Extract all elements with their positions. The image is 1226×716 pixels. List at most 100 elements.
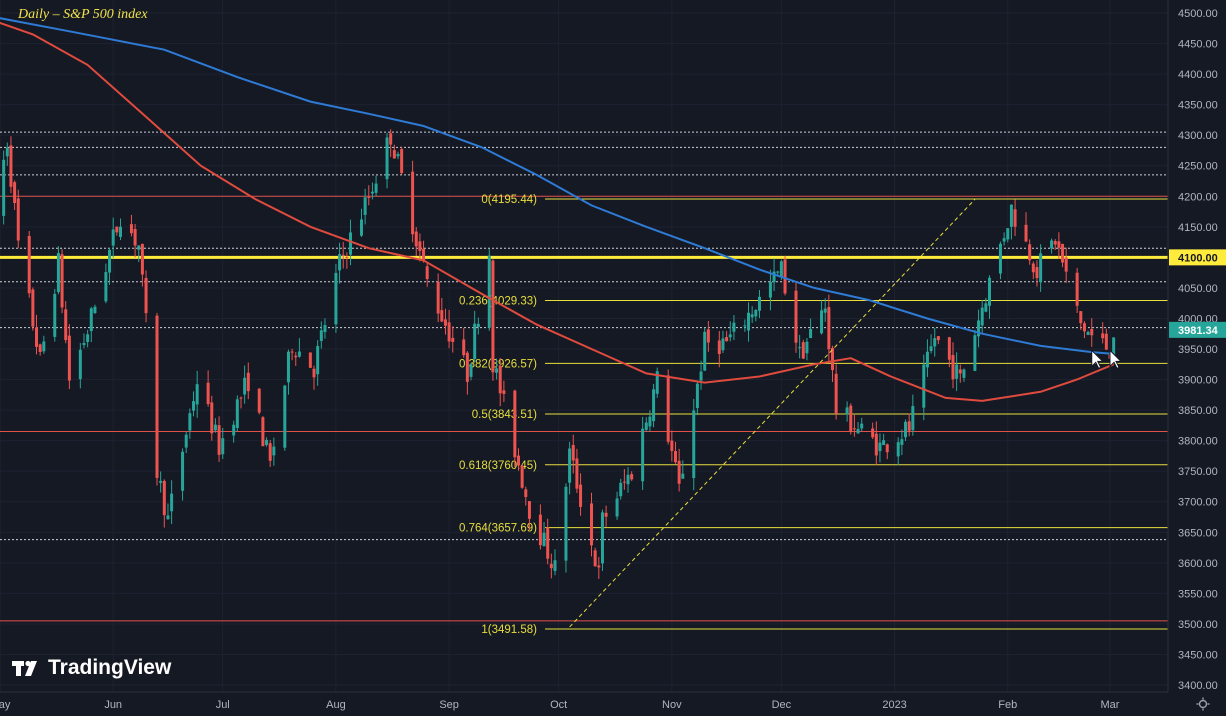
candle-body	[16, 198, 20, 241]
candle-body	[1024, 224, 1028, 242]
candle-body	[794, 290, 798, 343]
candle-body	[553, 560, 557, 571]
candle-body	[984, 303, 988, 312]
candle-body	[520, 465, 524, 488]
candle-body	[951, 355, 955, 380]
candle-body	[414, 231, 418, 247]
x-tick-label: Oct	[550, 699, 567, 711]
candle-body	[527, 501, 531, 519]
candle-body	[235, 399, 239, 428]
candle-body	[188, 413, 192, 431]
last-price-badge: 3981.34	[1178, 325, 1219, 337]
settings-gear-icon[interactable]	[1196, 697, 1210, 711]
candle-body	[195, 384, 199, 405]
candle-body	[801, 342, 805, 359]
candle-body	[597, 565, 601, 568]
candle-body	[732, 322, 736, 332]
x-tick-label: Aug	[326, 699, 346, 711]
fib-level-label: 1(3491.58)	[481, 624, 537, 636]
candle-body	[162, 480, 166, 516]
candle-body	[549, 563, 553, 569]
y-tick-label: 4350.00	[1178, 100, 1218, 112]
candle-body	[670, 440, 674, 451]
candle-body	[721, 338, 725, 351]
candle-body	[820, 310, 824, 334]
candle-body	[907, 421, 911, 431]
candle-body	[53, 293, 57, 337]
candle-body	[747, 312, 751, 331]
candle-body	[1039, 253, 1043, 283]
candle-body	[681, 473, 685, 479]
candle-body	[1028, 244, 1032, 261]
candle-body	[593, 550, 597, 567]
candle-body	[542, 532, 546, 547]
candle-body	[396, 153, 400, 157]
candle-body	[648, 416, 652, 427]
candle-body	[447, 322, 451, 342]
candle-body	[644, 422, 648, 430]
candle-body	[192, 401, 196, 411]
candle-body	[619, 482, 623, 497]
fib-level-label: 0.382(3926.57)	[459, 358, 537, 370]
candle-body	[772, 271, 776, 283]
last-price-badge-bg	[1169, 321, 1226, 338]
candle-body	[699, 371, 703, 381]
y-tick-label: 4250.00	[1178, 161, 1218, 173]
arrow-marker-icon	[1109, 349, 1123, 370]
candle-body	[885, 444, 889, 453]
candle-body	[323, 325, 327, 332]
candle-body	[874, 433, 878, 456]
candle-body	[1050, 240, 1054, 249]
candle-body	[977, 320, 981, 337]
y-tick-label: 4050.00	[1178, 283, 1218, 295]
candle-body	[1079, 311, 1083, 324]
candle-body	[666, 375, 670, 442]
candle-body	[754, 310, 758, 317]
tradingview-logo[interactable]: TradingView	[12, 656, 171, 680]
candle-body	[181, 451, 185, 491]
candle-body	[64, 309, 68, 341]
candle-body	[86, 334, 90, 343]
candle-body	[115, 226, 119, 233]
candle-body	[155, 315, 159, 478]
candle-body	[265, 439, 269, 445]
candle-body	[118, 226, 122, 237]
candle-body	[469, 363, 473, 377]
candle-body	[374, 183, 378, 193]
fib-level-label: 0.764(3657.69)	[459, 523, 537, 535]
candle-body	[809, 329, 813, 339]
candle-body	[1086, 331, 1090, 335]
candle-body	[677, 460, 681, 484]
x-tick-label: Dec	[772, 699, 792, 711]
candle-body	[564, 486, 568, 561]
fibonacci-retracement[interactable]: 0(4195.44) 0.236(4029.33) 0.382(3926.57) 0.…	[459, 194, 1168, 636]
candle-body	[728, 334, 732, 338]
candle-body	[823, 308, 827, 313]
red-moving-average-line	[0, 21, 1115, 402]
candle-body	[936, 336, 940, 341]
candle-body	[389, 133, 393, 145]
candle-body	[349, 232, 353, 255]
candle-body	[9, 145, 13, 187]
candle-body	[933, 338, 937, 347]
candlesticks[interactable]	[0, 129, 1116, 579]
y-tick-label: 3850.00	[1178, 405, 1218, 417]
candle-body	[1101, 333, 1105, 339]
candle-body	[1031, 263, 1035, 273]
candle-body	[498, 366, 502, 394]
candle-body	[56, 253, 60, 293]
y-tick-label: 3550.00	[1178, 588, 1218, 600]
candle-body	[783, 259, 787, 294]
arrow-marker-icon	[1091, 349, 1104, 370]
candle-body	[568, 448, 572, 483]
key-level-badge: 4100.00	[1178, 252, 1218, 264]
candle-body	[703, 331, 707, 371]
candle-body	[860, 423, 864, 429]
candle-body	[5, 147, 9, 157]
candle-body	[1064, 257, 1068, 272]
candle-body	[1006, 228, 1010, 240]
x-tick-label: Mar	[1101, 699, 1120, 711]
candle-body	[104, 272, 108, 302]
candle-body	[980, 307, 984, 326]
